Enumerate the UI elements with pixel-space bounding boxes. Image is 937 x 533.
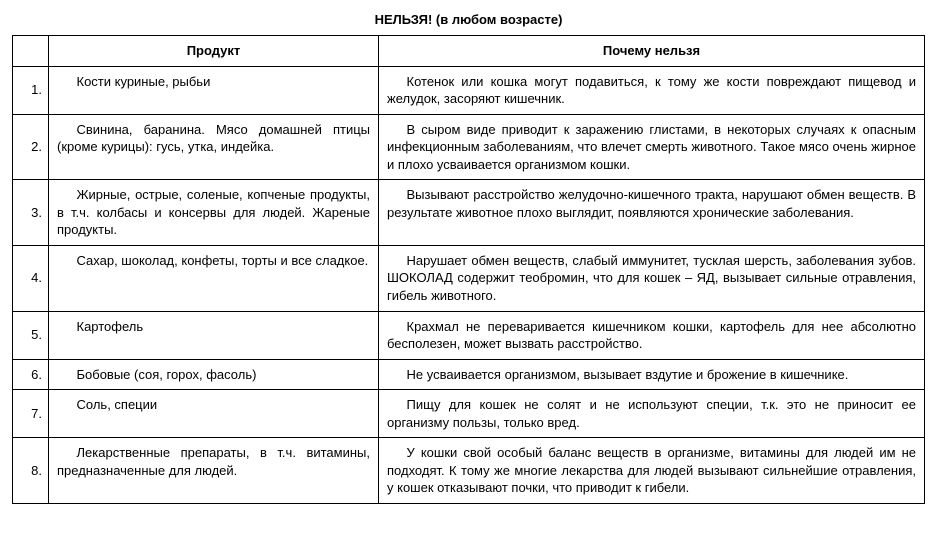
row-number: 8. xyxy=(13,438,49,504)
row-number: 2. xyxy=(13,114,49,180)
row-reason: Нарушает обмен веществ, слабый иммунитет… xyxy=(379,245,925,311)
table-row: 4. Сахар, шоколад, конфеты, торты и все … xyxy=(13,245,925,311)
table-row: 1. Кости куриные, рыбьи Котенок или кошк… xyxy=(13,66,925,114)
table-row: 5. Картофель Крахмал не переваривается к… xyxy=(13,311,925,359)
row-product: Бобовые (соя, горох, фасоль) xyxy=(49,359,379,390)
table-row: 7. Соль, специи Пищу для кошек не солят … xyxy=(13,390,925,438)
row-number: 3. xyxy=(13,180,49,246)
row-number: 6. xyxy=(13,359,49,390)
row-product: Лекарственные препараты, в т.ч. витамины… xyxy=(49,438,379,504)
row-product: Свинина, баранина. Мясо домашней птицы (… xyxy=(49,114,379,180)
table-row: 8. Лекарственные препараты, в т.ч. витам… xyxy=(13,438,925,504)
row-reason: Крахмал не переваривается кишечником кош… xyxy=(379,311,925,359)
row-reason: Не усваивается организмом, вызывает взду… xyxy=(379,359,925,390)
row-product: Кости куриные, рыбьи xyxy=(49,66,379,114)
row-reason: В сыром виде приводит к заражению глиста… xyxy=(379,114,925,180)
row-number: 5. xyxy=(13,311,49,359)
page-title: НЕЛЬЗЯ! (в любом возрасте) xyxy=(12,12,925,27)
table-row: 2. Свинина, баранина. Мясо домашней птиц… xyxy=(13,114,925,180)
row-number: 1. xyxy=(13,66,49,114)
row-number: 4. xyxy=(13,245,49,311)
row-product: Картофель xyxy=(49,311,379,359)
row-reason: Котенок или кошка могут подавиться, к то… xyxy=(379,66,925,114)
row-product: Сахар, шоколад, конфеты, торты и все сла… xyxy=(49,245,379,311)
header-number xyxy=(13,36,49,67)
table-row: 6. Бобовые (соя, горох, фасоль) Не усваи… xyxy=(13,359,925,390)
row-reason: Пищу для кошек не солят и не используют … xyxy=(379,390,925,438)
header-reason: Почему нельзя xyxy=(379,36,925,67)
row-reason: У кошки свой особый баланс веществ в орг… xyxy=(379,438,925,504)
forbidden-foods-table: Продукт Почему нельзя 1. Кости куриные, … xyxy=(12,35,925,504)
table-header-row: Продукт Почему нельзя xyxy=(13,36,925,67)
row-number: 7. xyxy=(13,390,49,438)
header-product: Продукт xyxy=(49,36,379,67)
row-product: Соль, специи xyxy=(49,390,379,438)
table-row: 3. Жирные, острые, соленые, копченые про… xyxy=(13,180,925,246)
row-reason: Вызывают расстройство желудочно-кишечног… xyxy=(379,180,925,246)
row-product: Жирные, острые, соленые, копченые продук… xyxy=(49,180,379,246)
